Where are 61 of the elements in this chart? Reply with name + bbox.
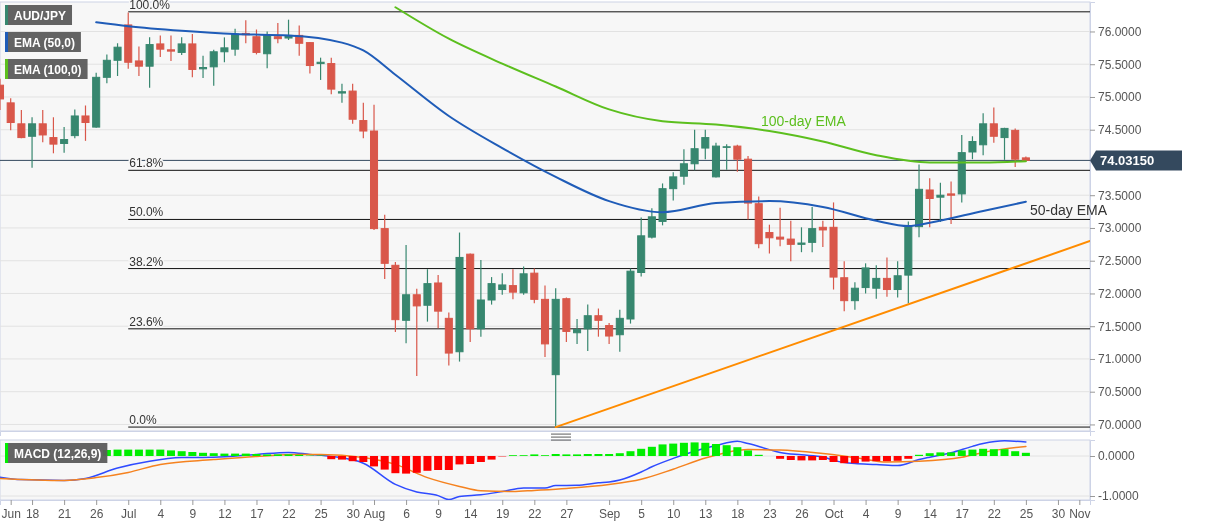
y-tick-label: 74.5000 [1098,123,1142,138]
x-tick-label: Jun [1,506,21,521]
x-tick-label: 25 [314,506,329,521]
x-tick-label: 12 [218,506,232,521]
x-tick-label: 17 [250,506,264,521]
x-tick-label: 21 [57,506,72,521]
x-tick-label: 9 [189,506,197,521]
legend-label: MACD (12,26,9) [14,447,102,461]
x-tick-label: 6 [403,506,411,521]
legend-label: EMA (50,0) [14,36,75,50]
x-tick-label: 23 [763,506,777,521]
y-tick-label: 70.5000 [1098,385,1142,400]
y-tick-label: 70.0000 [1098,417,1142,432]
annotation: 100-day EMA [761,113,847,129]
x-tick-label: 30 [346,506,361,521]
ref-line-label: 74.03150 [1100,153,1155,169]
annotation: 100.0% [129,0,171,12]
legend-label: AUD/JPY [14,9,67,23]
x-tick-label: 22 [282,506,297,521]
legend-label: EMA (100,0) [14,63,82,77]
x-tick-label: Jul [121,506,137,521]
y-tick-label: 71.0000 [1098,352,1142,367]
y-tick-label: 71.5000 [1098,319,1142,334]
annotation: 23.6% [129,314,164,329]
x-tick-label: Aug [363,506,386,521]
x-tick-label: 19 [496,506,510,521]
annotation: 38.2% [129,254,164,269]
y-tick-label: 73.5000 [1098,188,1142,203]
x-tick-label: Oct [824,506,845,521]
x-tick-label: 26 [90,506,104,521]
x-tick-label: 13 [699,506,713,521]
x-tick-label: 4 [862,506,870,521]
x-tick-label: 18 [25,506,40,521]
y-tick-label: 76.0000 [1098,24,1142,39]
x-tick-label: 14 [464,506,478,521]
y-tick-label: 72.0000 [1098,286,1142,301]
y-tick-label: 73.0000 [1098,221,1142,236]
x-tick-label: 9 [894,506,902,521]
x-tick-label: 27 [560,506,574,521]
x-tick-label: 4 [157,506,165,521]
x-tick-label: 22 [528,506,542,521]
annotation: 50.0% [129,205,164,220]
y-tick-label: 72.5000 [1098,254,1142,269]
x-tick-label: 17 [955,506,970,521]
x-tick-label: 22 [987,506,1002,521]
x-tick-label: Nov [1069,506,1091,521]
x-tick-label: 9 [435,506,443,521]
annotation: 50-day EMA [1030,202,1108,218]
y-tick-label: 0.0000 [1098,449,1136,464]
x-tick-label: 5 [638,506,646,521]
y-tick-label: 75.5000 [1098,57,1142,72]
x-tick-label: 14 [923,506,938,521]
x-tick-label: 10 [667,506,681,521]
x-tick-label: 18 [731,506,745,521]
y-tick-label: -1.0000 [1098,489,1140,504]
y-tick-label: 75.0000 [1098,90,1142,105]
x-tick-label: 25 [1019,506,1034,521]
x-tick-label: Sep [598,506,621,521]
annotation: 0.0% [129,413,157,428]
x-tick-label: 30 [1051,506,1066,521]
x-tick-label: 26 [795,506,809,521]
